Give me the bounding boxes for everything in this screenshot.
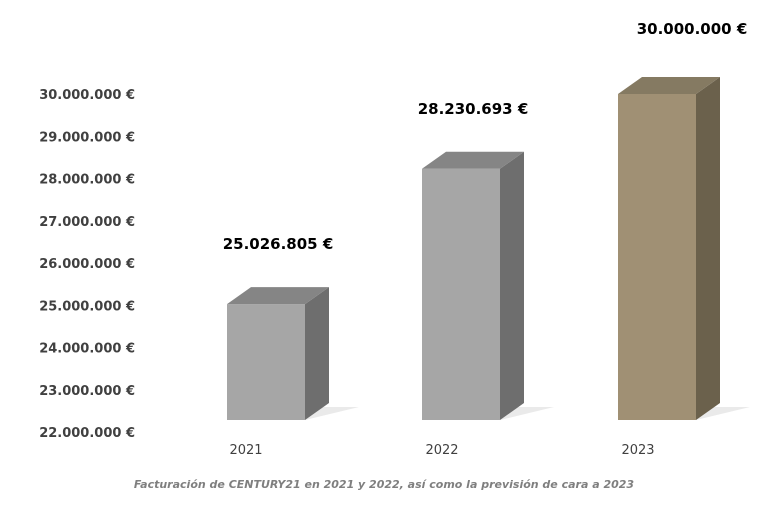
bar-top-face: [618, 77, 720, 94]
bars: [227, 77, 720, 420]
y-tick-label: 24.000.000 €: [39, 342, 135, 357]
y-tick-label: 29.000.000 €: [39, 130, 135, 145]
data-label: 28.230.693 €: [418, 100, 529, 118]
bar-front-face: [422, 168, 500, 420]
bar-top-face: [422, 151, 524, 169]
x-axis: 2021 2022 2023: [229, 443, 654, 458]
y-tick-label: 23.000.000 €: [39, 384, 135, 399]
x-tick-label: 2022: [425, 443, 458, 458]
data-labels: 25.026.805 € 28.230.693 € 30.000.000 €: [223, 20, 748, 253]
y-tick-label: 30.000.000 €: [39, 88, 135, 103]
data-label: 30.000.000 €: [637, 20, 748, 38]
bar-front-face: [227, 304, 305, 420]
bar-side-face: [696, 77, 720, 420]
bar-2023: [618, 77, 720, 420]
y-tick-label: 22.000.000 €: [39, 426, 135, 441]
y-tick-label: 27.000.000 €: [39, 215, 135, 230]
bar-top-face: [227, 287, 329, 305]
bar-side-face: [305, 287, 329, 420]
data-label: 25.026.805 €: [223, 235, 334, 253]
y-tick-label: 26.000.000 €: [39, 257, 135, 272]
bar-side-face: [500, 151, 524, 420]
x-tick-label: 2021: [229, 443, 262, 458]
y-tick-label: 28.000.000 €: [39, 173, 135, 188]
bar-2021: [227, 287, 329, 420]
y-axis: 30.000.000 € 29.000.000 € 28.000.000 € 27.0…: [39, 88, 135, 441]
bar-2022: [422, 151, 524, 420]
x-tick-label: 2023: [621, 443, 654, 458]
bar-front-face: [618, 94, 696, 420]
chart-caption: Facturación de CENTURY21 en 2021 y 2022,…: [133, 478, 635, 491]
y-tick-label: 25.000.000 €: [39, 299, 135, 314]
